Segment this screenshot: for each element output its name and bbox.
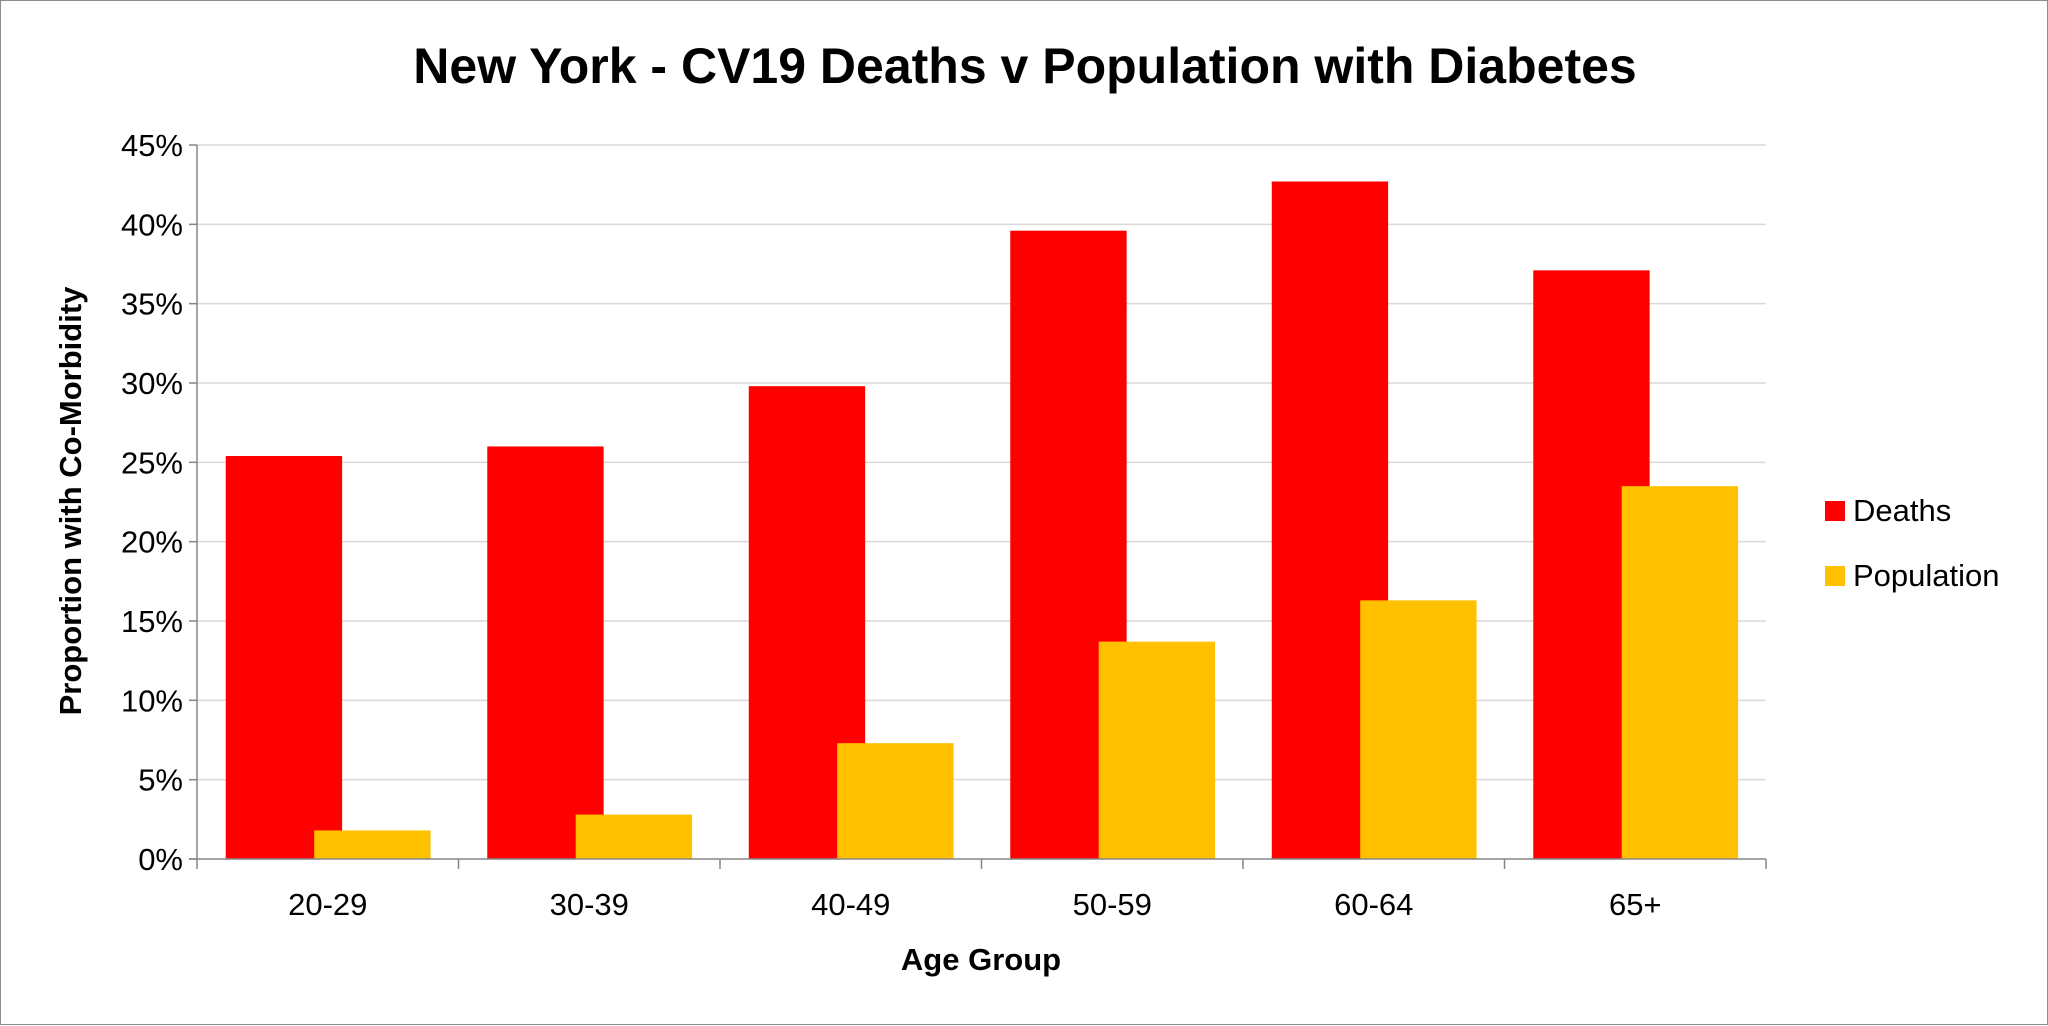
bar-deaths-30-39 — [487, 446, 604, 859]
y-tick-label: 45% — [121, 128, 183, 163]
y-tick-label: 25% — [121, 445, 183, 480]
x-tick-label: 20-29 — [288, 887, 367, 922]
bar-population-65+ — [1621, 486, 1739, 859]
x-tick-label: 65+ — [1609, 887, 1662, 922]
bar-population-30-39 — [575, 814, 693, 859]
y-axis-title: Proportion with Co-Morbidity — [53, 286, 88, 716]
y-tick-label: 0% — [138, 842, 183, 877]
chart-title: New York - CV19 Deaths v Population with… — [413, 38, 1636, 94]
y-tick-label: 35% — [121, 287, 183, 322]
bar-group — [225, 181, 1739, 859]
grid-lines — [197, 144, 1766, 781]
legend-swatch-deaths — [1825, 501, 1845, 521]
legend-swatch-population — [1825, 566, 1845, 586]
axes: 0% 5% 10% 15% 20% 25% 30% 35% 40% 45% 20-29 30-39 40… — [121, 128, 1767, 922]
legend: Deaths Population — [1825, 493, 2000, 593]
x-tick-label: 40-49 — [811, 887, 890, 922]
bar-deaths-20-29 — [225, 455, 343, 859]
bar-population-40-49 — [837, 743, 954, 859]
y-tick-label: 40% — [121, 207, 183, 242]
x-tick-label: 60-64 — [1334, 887, 1413, 922]
y-tick-label: 5% — [138, 763, 183, 798]
y-tick-label: 15% — [121, 604, 183, 639]
x-axis-title: Age Group — [901, 942, 1061, 977]
y-tick-label: 30% — [121, 366, 183, 401]
bar-population-60-64 — [1360, 600, 1477, 859]
y-tick-label: 20% — [121, 525, 183, 560]
x-tick-label: 30-39 — [550, 887, 629, 922]
x-tick-label: 50-59 — [1073, 887, 1152, 922]
bar-population-50-59 — [1098, 641, 1216, 859]
legend-label-deaths: Deaths — [1853, 493, 1951, 528]
y-tick-label: 10% — [121, 683, 183, 718]
legend-label-population: Population — [1853, 558, 2000, 593]
bar-population-20-29 — [314, 830, 431, 859]
